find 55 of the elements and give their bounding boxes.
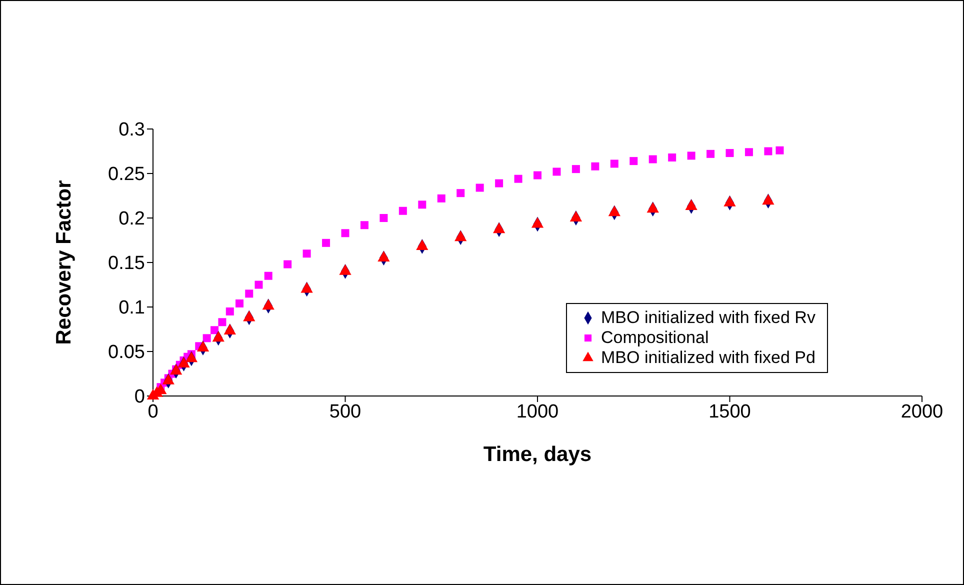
point	[245, 290, 254, 298]
point	[360, 221, 368, 230]
point	[254, 280, 263, 289]
point	[456, 189, 465, 198]
point	[322, 238, 330, 247]
x-tick-label: 500	[329, 401, 362, 422]
y-tick-label: 0.05	[108, 342, 145, 364]
point	[380, 214, 388, 222]
legend-label: Compositional	[601, 328, 709, 348]
point	[495, 179, 504, 188]
point	[572, 165, 580, 174]
point	[202, 334, 211, 342]
y-tick-label: 0.15	[108, 253, 145, 274]
point	[648, 155, 657, 164]
point	[378, 251, 390, 262]
point	[398, 206, 407, 215]
y-tick-label: 0.2	[118, 208, 145, 230]
y-tick-label: 0.25	[108, 164, 145, 186]
point	[744, 148, 753, 156]
x-axis-title: Time, days	[483, 443, 592, 466]
point	[668, 153, 676, 162]
point	[776, 146, 784, 154]
x-tick-label: 2000	[900, 401, 944, 422]
y-tick-label: 0.3	[118, 120, 145, 141]
point	[236, 299, 244, 308]
x-tick-label: 1500	[708, 401, 751, 422]
point	[552, 168, 561, 176]
point	[224, 324, 236, 335]
point	[534, 171, 542, 180]
point	[418, 200, 426, 209]
point	[341, 229, 350, 238]
point	[591, 162, 600, 170]
legend-label: MBO initialized with fixed Pd	[601, 348, 816, 368]
point	[302, 250, 311, 258]
y-axis-title: Recovery Factor	[52, 180, 76, 345]
x-tick-label: 1000	[516, 401, 559, 422]
point	[284, 260, 292, 268]
legend-label: MBO initialized with fixed Rv	[601, 308, 816, 328]
point	[514, 174, 522, 183]
x-tick-label: 0	[148, 401, 158, 422]
point	[706, 150, 715, 158]
point	[476, 184, 484, 192]
point	[226, 307, 234, 316]
point	[210, 326, 219, 334]
point	[170, 364, 182, 375]
point	[610, 160, 618, 168]
point	[437, 194, 446, 202]
point	[630, 157, 638, 166]
point	[218, 318, 226, 326]
y-tick-label: 0.1	[118, 298, 145, 319]
y-tick-label: 0	[134, 386, 145, 408]
point	[687, 152, 696, 160]
point	[264, 272, 272, 280]
point	[726, 149, 734, 158]
point	[764, 147, 772, 156]
